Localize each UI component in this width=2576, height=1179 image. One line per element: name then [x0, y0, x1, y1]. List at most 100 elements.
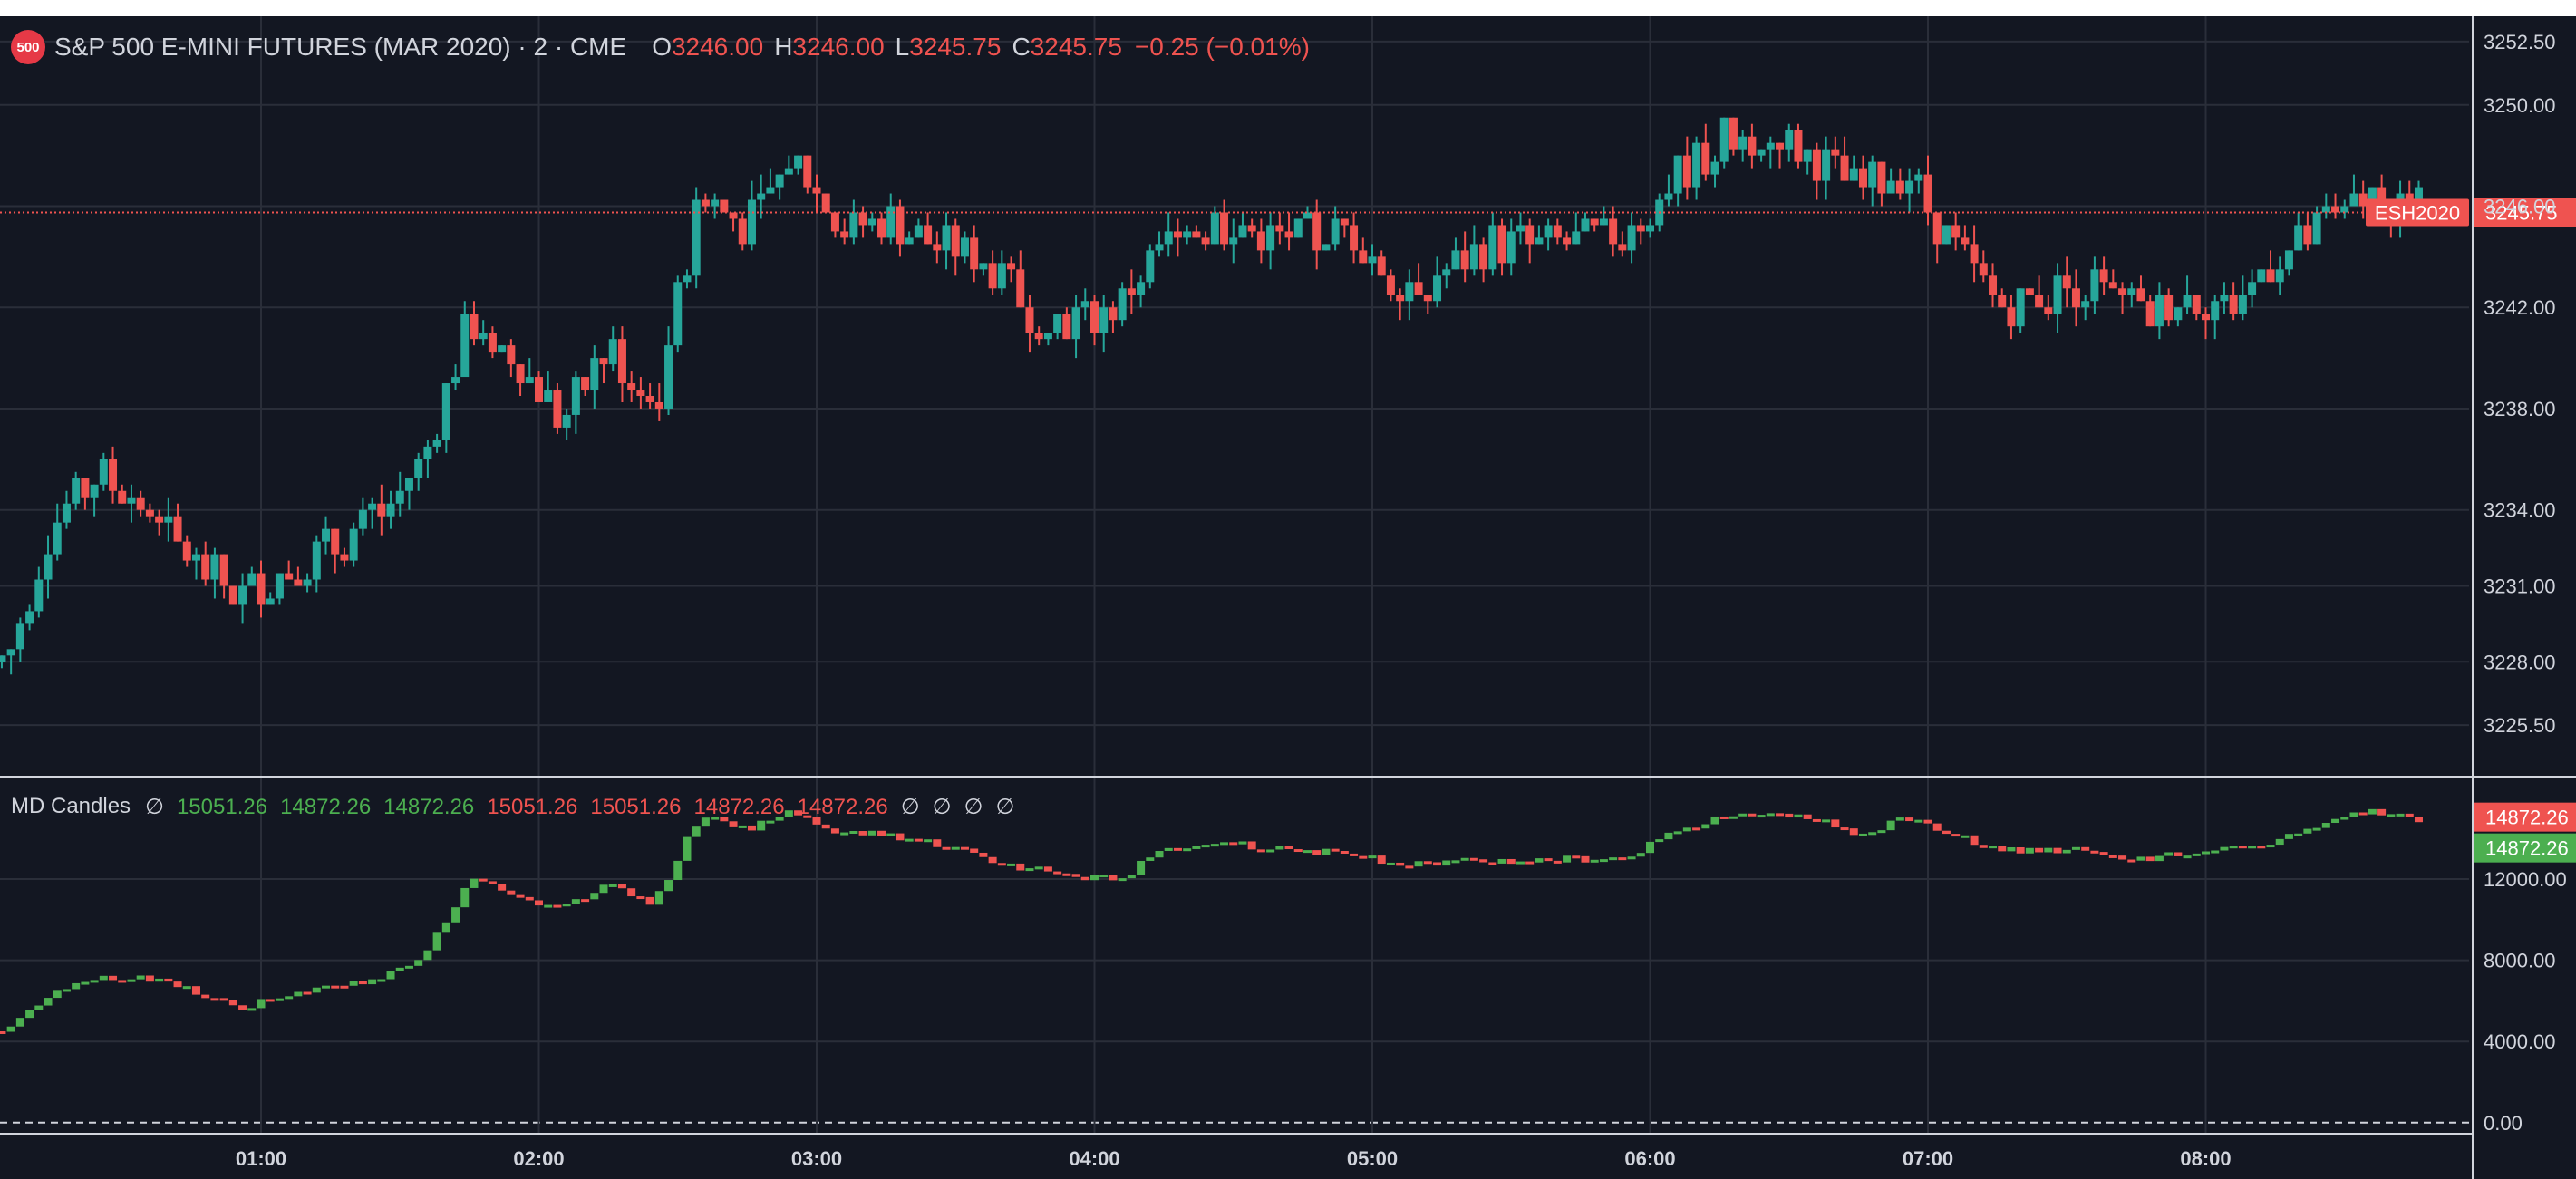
- md-candle-93: [858, 831, 867, 836]
- indicator-name[interactable]: MD Candles: [11, 794, 131, 818]
- main-candle-182: [1682, 155, 1691, 188]
- md-candle-131: [1210, 844, 1219, 847]
- md-candle-196: [1812, 818, 1821, 822]
- md-candle-33: [303, 991, 312, 995]
- ticker-badge-bg: [2366, 198, 2469, 227]
- main-candle-158: [1460, 250, 1469, 270]
- md-candle-88: [812, 817, 821, 825]
- main-candle-52: [479, 333, 488, 340]
- main-candle-114: [1053, 314, 1062, 333]
- main-candle-153: [1414, 282, 1423, 295]
- main-candle-174: [1609, 218, 1618, 245]
- main-y-tick-6: 3231.00: [2484, 575, 2556, 598]
- main-candle-150: [1386, 275, 1395, 295]
- main-candle-243: [2248, 282, 2257, 295]
- main-candle-160: [1479, 244, 1488, 270]
- main-y-tick-8: 3225.50: [2484, 714, 2556, 737]
- main-candle-70: [645, 396, 654, 402]
- md-candle-203: [1877, 830, 1886, 834]
- ticker-badge: ESH2020: [2375, 201, 2460, 224]
- main-candle-39: [358, 509, 367, 529]
- main-candle-180: [1664, 193, 1673, 200]
- md-candle-192: [1776, 813, 1785, 817]
- main-candle-228: [2108, 282, 2117, 289]
- main-candle-143: [1322, 244, 1331, 251]
- md-candle-237: [2192, 853, 2201, 856]
- md-candle-231: [2136, 856, 2145, 861]
- md-candle-104: [960, 846, 969, 850]
- symbol-logo[interactable]: 500: [11, 30, 45, 64]
- main-candle-84: [775, 174, 784, 188]
- md-candle-208: [1923, 819, 1932, 824]
- main-candle-176: [1627, 225, 1636, 251]
- md-candle-182: [1682, 827, 1691, 832]
- md-candle-143: [1322, 848, 1331, 855]
- main-candle-183: [1692, 142, 1701, 188]
- main-candle-88: [812, 187, 821, 194]
- main-candle-36: [331, 528, 340, 555]
- md-candle-214: [1979, 845, 1988, 848]
- main-candle-148: [1368, 256, 1377, 264]
- main-candle-64: [590, 358, 599, 391]
- md-candle-97: [896, 833, 905, 841]
- main-candle-208: [1923, 174, 1932, 213]
- md-candle-43: [395, 967, 404, 971]
- md-candle-6: [53, 990, 62, 999]
- main-candle-175: [1618, 244, 1627, 251]
- indicator-value-0: ∅: [145, 794, 164, 819]
- main-candle-81: [747, 199, 756, 245]
- main-candle-95: [877, 218, 886, 238]
- main-candle-106: [979, 263, 988, 270]
- main-candle-19: [173, 516, 182, 542]
- main-candle-91: [840, 231, 849, 238]
- main-candle-212: [1961, 237, 1970, 245]
- md-candle-251: [2321, 823, 2330, 828]
- md-candle-76: [701, 817, 710, 827]
- md-candle-255: [2358, 812, 2368, 816]
- main-candle-239: [2211, 301, 2220, 321]
- md-candle-222: [2053, 847, 2062, 854]
- md-candle-247: [2284, 834, 2293, 839]
- main-candle-43: [395, 490, 404, 504]
- md-candle-135: [1247, 841, 1256, 850]
- main-candle-73: [673, 282, 683, 346]
- last-price-label: 3245.75: [2485, 201, 2558, 224]
- main-candle-111: [1025, 307, 1034, 333]
- md-candle-173: [1599, 859, 1608, 863]
- main-candle-146: [1350, 225, 1359, 251]
- md-candle-204: [1886, 820, 1895, 831]
- main-candle-131: [1210, 212, 1219, 245]
- md-candle-115: [1062, 873, 1071, 876]
- main-candle-133: [1229, 237, 1238, 245]
- main-candle-230: [2127, 288, 2136, 295]
- md-candle-74: [683, 836, 692, 861]
- md-candle-151: [1396, 862, 1405, 866]
- main-candle-204: [1886, 180, 1895, 194]
- md-candle-114: [1053, 871, 1062, 875]
- md-candle-48: [441, 922, 450, 933]
- main-candle-96: [886, 206, 896, 238]
- md-candle-119: [1099, 875, 1109, 878]
- md-candle-184: [1701, 824, 1710, 829]
- main-candle-6: [53, 522, 62, 555]
- main-candle-66: [608, 339, 617, 365]
- main-candle-44: [404, 478, 413, 491]
- main-candle-126: [1164, 231, 1173, 245]
- main-candle-14: [127, 497, 136, 504]
- main-candle-189: [1748, 136, 1757, 156]
- main-candle-61: [562, 414, 571, 428]
- md-candle-141: [1303, 850, 1312, 854]
- main-candle-221: [2044, 307, 2053, 314]
- md-candle-187: [1729, 816, 1738, 819]
- main-candle-203: [1877, 161, 1886, 194]
- price-change: −0.25 (−0.01%): [1134, 33, 1310, 61]
- x-tick-2: 03:00: [791, 1147, 842, 1170]
- md-candle-189: [1748, 813, 1757, 817]
- symbol-title[interactable]: S&P 500 E-MINI FUTURES (MAR 2020) · 2 · …: [54, 33, 627, 61]
- md-candle-series: [0, 808, 2423, 1034]
- md-candle-52: [479, 878, 488, 882]
- main-candle-222: [2053, 275, 2062, 314]
- md-candle-35: [322, 985, 331, 989]
- main-candle-75: [692, 199, 701, 276]
